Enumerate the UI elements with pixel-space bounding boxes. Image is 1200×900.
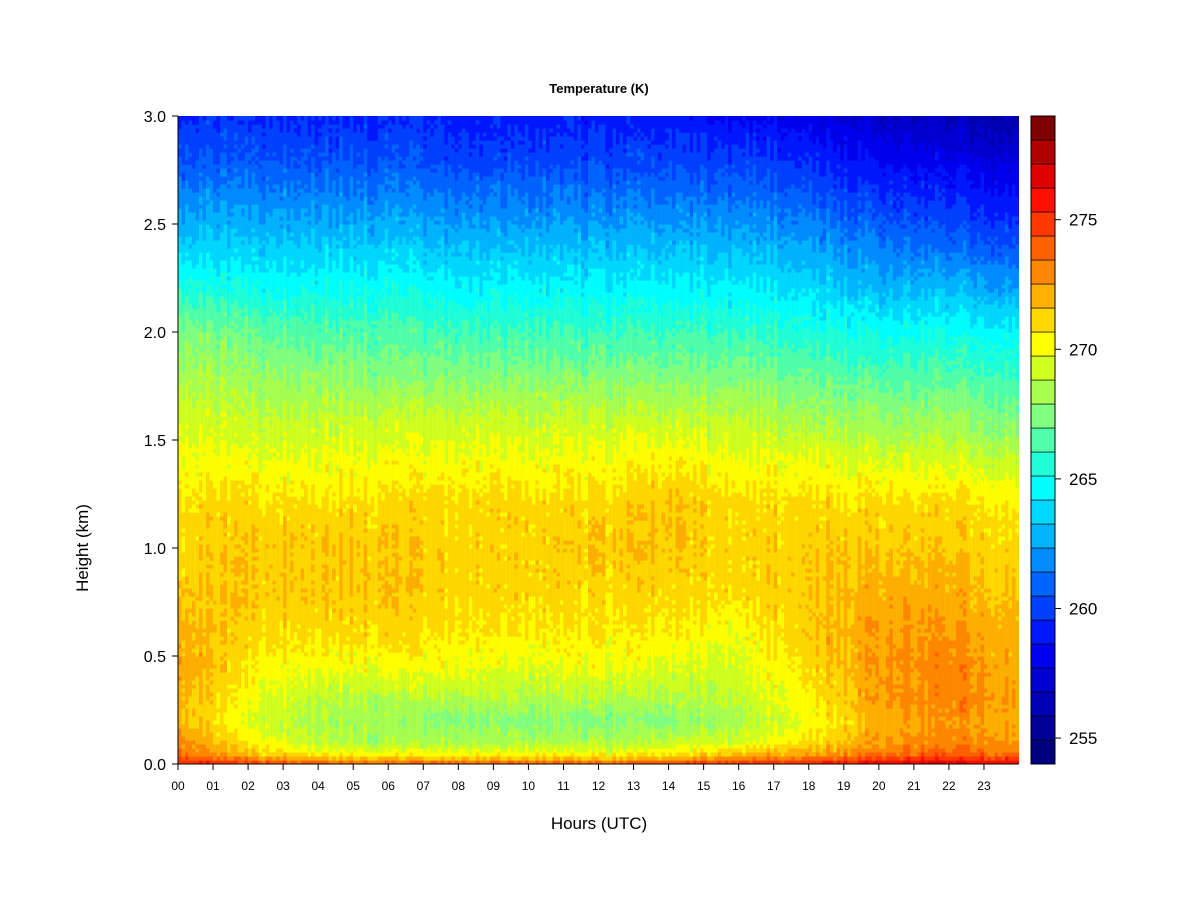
chart-title: Temperature (K) xyxy=(549,81,648,96)
